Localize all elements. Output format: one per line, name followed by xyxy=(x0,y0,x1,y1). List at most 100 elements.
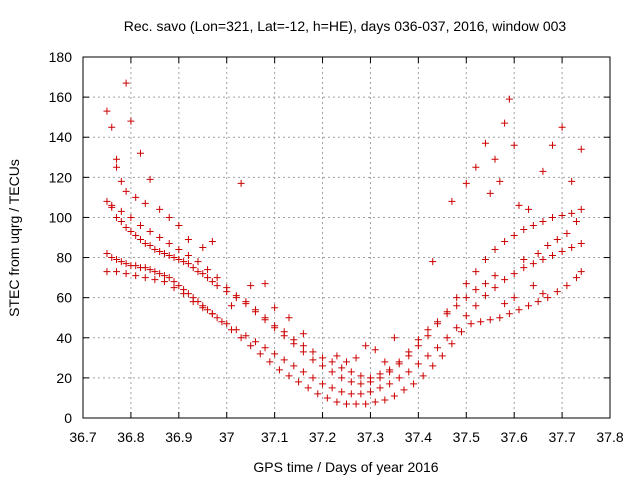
data-point-marker xyxy=(299,330,307,338)
data-point-marker xyxy=(223,284,231,292)
data-point-marker xyxy=(343,358,350,366)
data-point-marker xyxy=(386,366,394,374)
x-axis-label: GPS time / Days of year 2016 xyxy=(253,459,438,475)
data-point-marker xyxy=(505,310,513,318)
data-point-marker xyxy=(208,278,216,286)
data-point-marker xyxy=(577,268,585,276)
data-point-marker xyxy=(544,242,552,250)
data-point-marker xyxy=(472,163,480,171)
data-point-marker xyxy=(424,352,432,360)
data-point-marker xyxy=(113,163,121,171)
data-point-marker xyxy=(122,260,130,268)
data-point-marker xyxy=(352,400,360,408)
data-point-marker xyxy=(127,227,135,235)
data-point-marker xyxy=(136,149,144,157)
data-point-marker xyxy=(160,278,168,286)
data-point-marker xyxy=(525,205,533,213)
data-point-marker xyxy=(462,294,470,302)
data-point-marker xyxy=(443,334,451,342)
data-point-marker xyxy=(577,205,585,213)
x-tick-label: 37.7 xyxy=(548,429,575,445)
data-point-marker xyxy=(175,246,183,254)
data-point-marker xyxy=(228,302,236,310)
data-point-marker xyxy=(453,302,461,310)
data-point-marker xyxy=(414,342,422,350)
x-tick-label: 36.7 xyxy=(69,429,96,445)
data-point-marker xyxy=(299,348,307,356)
data-point-marker xyxy=(424,332,432,340)
data-point-marker xyxy=(199,270,207,278)
data-point-marker xyxy=(280,356,288,364)
data-point-marker xyxy=(117,217,125,225)
data-point-marker xyxy=(414,336,422,344)
data-point-marker xyxy=(237,334,245,342)
axis-ticks: 36.7 36.8 36.9 37 37.1 37.2 37.3 37.4 37.5 37.6 37… xyxy=(49,49,624,445)
data-point-marker xyxy=(491,272,499,280)
data-point-marker xyxy=(309,356,317,364)
data-point-marker xyxy=(515,201,523,209)
data-point-marker xyxy=(539,167,547,175)
data-point-marker xyxy=(481,280,489,288)
data-point-marker xyxy=(170,278,178,286)
y-tick-label: 40 xyxy=(56,330,72,346)
y-axis-label: STEC from uqrg / TECUs xyxy=(6,159,22,317)
data-point-marker xyxy=(151,276,159,284)
data-point-marker xyxy=(232,292,240,300)
data-point-marker xyxy=(539,256,547,264)
y-tick-label: 20 xyxy=(56,370,72,386)
data-point-marker xyxy=(132,272,140,280)
data-point-marker xyxy=(199,244,207,252)
data-point-marker xyxy=(491,284,499,292)
data-point-marker xyxy=(218,318,226,326)
data-point-marker xyxy=(180,290,188,298)
data-point-marker xyxy=(113,213,121,221)
x-tick-label: 37.4 xyxy=(405,429,432,445)
data-point-marker xyxy=(510,294,518,302)
data-point-marker xyxy=(141,240,149,248)
data-point-marker xyxy=(328,358,336,366)
data-point-marker xyxy=(481,139,489,147)
data-point-marker xyxy=(376,370,384,378)
data-point-marker xyxy=(491,155,499,163)
data-point-marker xyxy=(117,177,125,185)
data-point-marker xyxy=(457,328,465,336)
data-point-marker xyxy=(256,350,264,358)
data-point-marker xyxy=(496,314,504,322)
data-point-marker xyxy=(295,378,303,386)
data-point-marker xyxy=(328,368,336,376)
data-point-marker xyxy=(213,274,221,282)
data-point-marker xyxy=(189,264,197,272)
data-point-marker xyxy=(103,268,111,276)
data-point-marker xyxy=(347,368,355,376)
data-point-marker xyxy=(343,400,350,408)
data-point-marker xyxy=(213,314,221,322)
data-point-marker xyxy=(175,256,183,264)
data-point-marker xyxy=(510,141,518,149)
data-point-marker xyxy=(180,258,188,266)
x-tick-label: 37.2 xyxy=(309,429,336,445)
data-point-marker xyxy=(419,372,427,380)
data-point-marker xyxy=(261,314,269,322)
data-point-marker xyxy=(539,290,547,298)
data-point-marker xyxy=(371,346,379,354)
data-point-marker xyxy=(525,302,533,310)
data-point-marker xyxy=(113,268,121,276)
data-point-marker xyxy=(108,254,116,262)
data-point-marker xyxy=(319,380,327,388)
data-point-marker xyxy=(577,145,585,153)
data-point-marker xyxy=(572,274,580,282)
data-point-marker xyxy=(309,348,317,356)
data-point-marker xyxy=(462,312,470,320)
data-point-marker xyxy=(251,306,259,314)
data-point-marker xyxy=(156,270,164,278)
data-point-marker xyxy=(477,318,485,326)
data-point-marker xyxy=(496,177,504,185)
x-tick-label: 37.5 xyxy=(453,429,480,445)
data-point-marker xyxy=(434,344,442,352)
data-point-marker xyxy=(261,344,269,352)
data-point-marker xyxy=(290,336,298,344)
data-point-marker xyxy=(165,274,173,282)
data-point-marker xyxy=(103,107,111,115)
data-point-marker xyxy=(242,332,250,340)
